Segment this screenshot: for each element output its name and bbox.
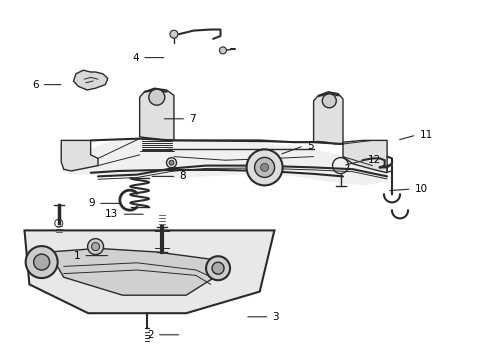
Text: 7: 7: [189, 114, 196, 124]
Text: 13: 13: [105, 209, 119, 219]
Circle shape: [169, 160, 174, 165]
Circle shape: [255, 157, 274, 177]
Circle shape: [25, 246, 58, 278]
Circle shape: [34, 254, 49, 270]
Circle shape: [149, 89, 165, 105]
Polygon shape: [74, 70, 108, 90]
Polygon shape: [61, 139, 387, 185]
Circle shape: [322, 94, 336, 108]
Polygon shape: [24, 230, 274, 313]
Circle shape: [220, 47, 226, 54]
Text: 8: 8: [179, 171, 186, 181]
Circle shape: [246, 149, 283, 185]
Circle shape: [212, 262, 224, 274]
Text: 6: 6: [32, 80, 39, 90]
Polygon shape: [49, 248, 220, 295]
Text: 9: 9: [88, 198, 95, 208]
Circle shape: [261, 163, 269, 171]
Text: 1: 1: [74, 251, 80, 261]
Circle shape: [170, 30, 178, 38]
Circle shape: [88, 239, 103, 255]
Text: 2: 2: [147, 330, 154, 340]
Text: 4: 4: [132, 53, 139, 63]
Polygon shape: [61, 140, 98, 171]
Circle shape: [206, 256, 230, 280]
Polygon shape: [343, 140, 387, 173]
Polygon shape: [314, 92, 343, 144]
Text: 12: 12: [368, 155, 381, 165]
Text: 11: 11: [419, 130, 433, 140]
Circle shape: [92, 243, 99, 251]
Text: 10: 10: [415, 184, 428, 194]
Text: 5: 5: [307, 141, 314, 151]
Polygon shape: [140, 88, 174, 140]
Text: 3: 3: [272, 312, 279, 322]
